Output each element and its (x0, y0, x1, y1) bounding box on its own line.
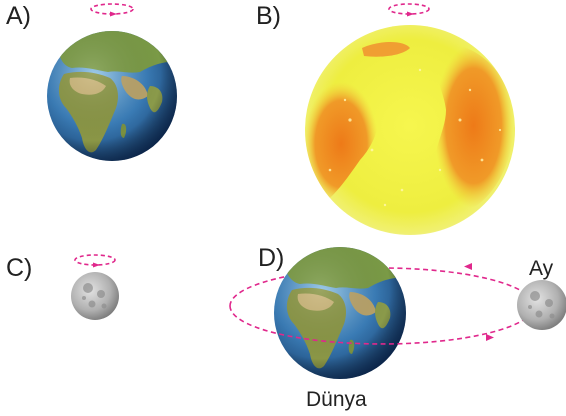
orbit-path-icon (229, 305, 535, 345)
option-a-label: A) (6, 2, 31, 30)
rotation-arrow-icon (90, 3, 134, 17)
option-a-group: A) (6, 2, 177, 161)
rotation-arrow-icon (388, 3, 430, 17)
option-c-label: C) (6, 254, 32, 282)
sun-globe-icon (305, 25, 515, 235)
option-d-group: D) (229, 244, 566, 411)
earth-globe-icon (274, 247, 406, 379)
moon-label: Ay (529, 257, 554, 280)
option-b-group: B) (256, 2, 515, 235)
moon-globe-icon (71, 272, 119, 320)
rotation-arrow-icon (74, 254, 116, 268)
earth-globe-icon (47, 31, 177, 161)
option-c-group: C) (6, 254, 119, 320)
moon-globe-icon (517, 280, 566, 330)
earth-label: Dünya (306, 388, 367, 411)
option-b-label: B) (256, 2, 281, 30)
option-d-label: D) (258, 244, 284, 272)
